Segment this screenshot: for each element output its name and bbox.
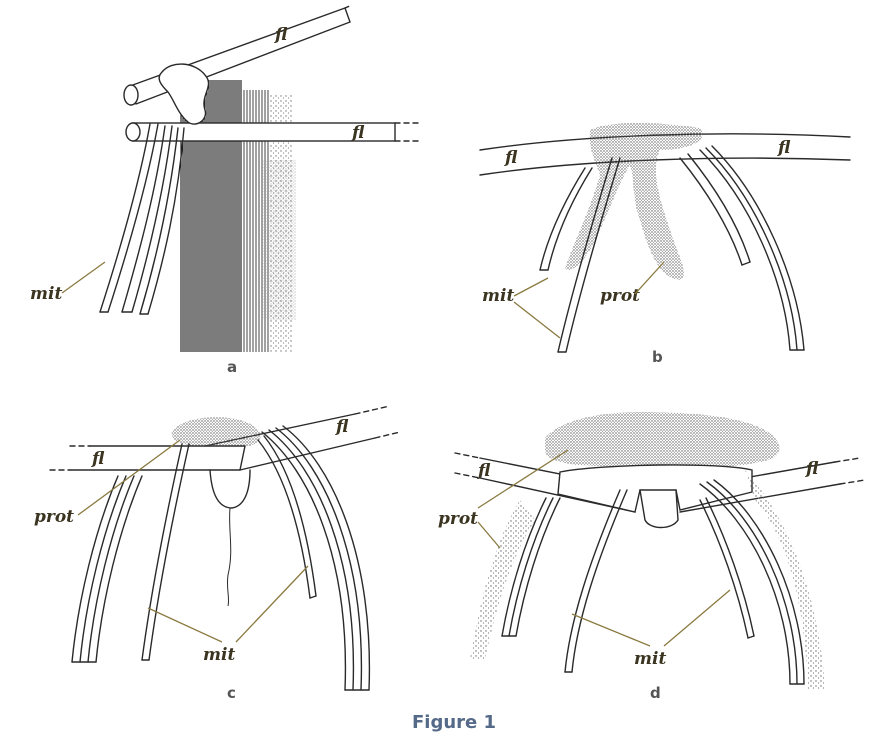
panel-d-label-fl-right: fl [805,459,819,479]
panel-b-leader-mit [514,278,560,338]
panel-d-label-prot: prot [438,509,478,529]
panel-a-letter: a [227,358,237,376]
panel-c-protein [172,417,261,446]
figure-caption: Figure 1 [412,712,496,733]
panel-b: fl fl mit prot b [480,123,850,366]
panel-b-protein [565,123,703,280]
panel-d-protein-cap [545,412,779,467]
panel-a: fl fl mit a [30,5,420,376]
panel-d-label-mit: mit [634,649,666,669]
panel-a-connector [159,64,208,124]
panel-a-label-fl-mid: fl [351,123,365,143]
panel-c-filament-left [50,446,245,470]
panel-a-label-mit: mit [30,284,62,304]
panel-b-letter: b [652,348,663,366]
panel-a-mitochondria-strands [100,124,184,314]
panel-b-label-fl-left: fl [504,148,518,168]
panel-b-label-prot: prot [600,286,640,306]
panel-d-letter: d [650,684,661,702]
panel-c-droplet [210,470,250,508]
panel-c-letter: c [227,684,236,702]
panel-d: fl fl prot mit d [438,412,865,702]
panel-c: fl fl prot mit c [34,406,400,702]
panel-b-label-fl-right: fl [777,138,791,158]
panel-d-leader-mit [572,590,730,646]
panel-d-label-fl-left: fl [477,461,491,481]
panel-b-label-mit: mit [482,286,514,306]
panel-c-label-fl-right: fl [335,417,349,437]
panel-c-label-mit: mit [203,645,235,665]
panel-c-label-fl-left: fl [91,449,105,469]
panel-a-label-fl-top: fl [274,25,288,45]
panel-a-leader-mit [62,262,105,293]
panel-c-label-prot: prot [34,507,74,527]
panel-b-leader-prot [635,262,664,294]
